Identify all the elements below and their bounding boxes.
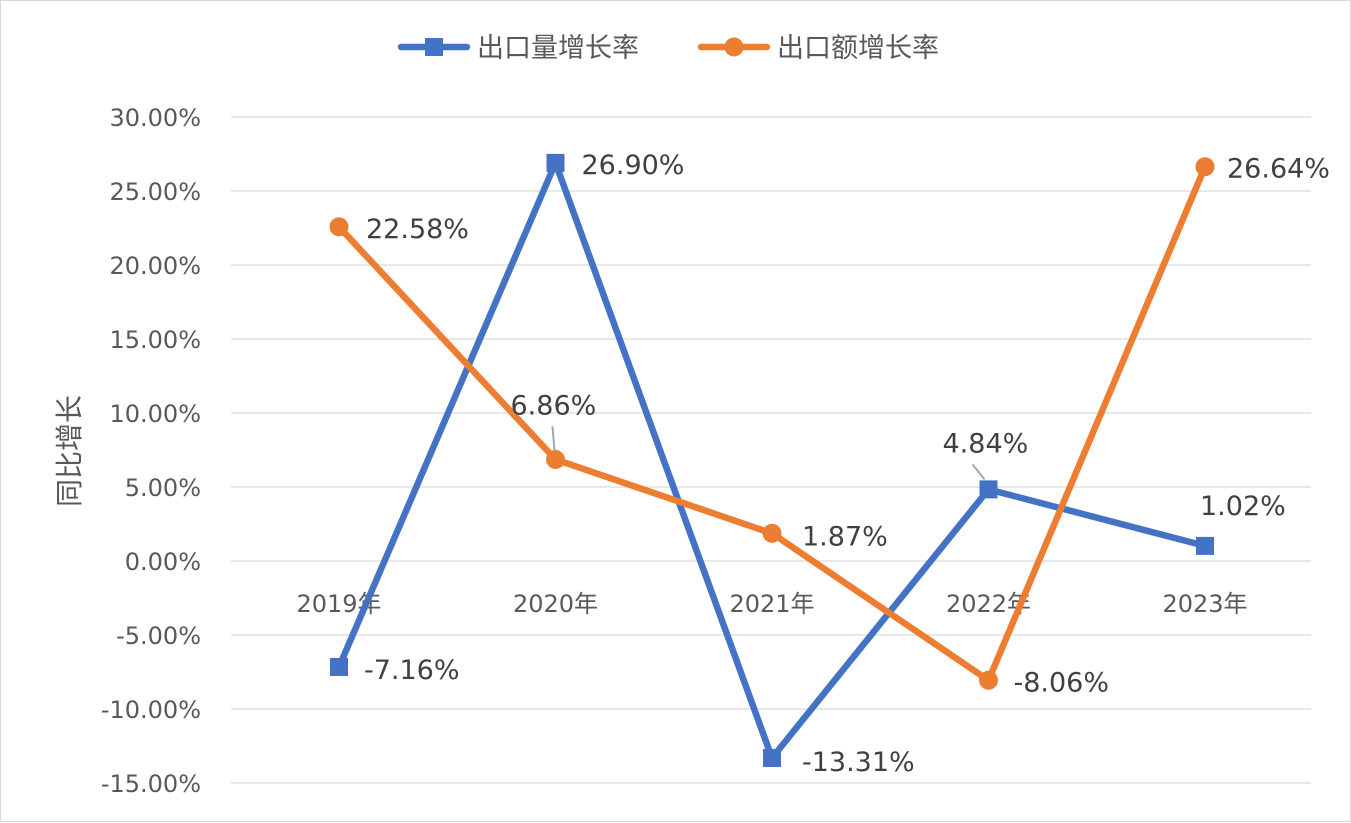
legend: 出口量增长率 出口额增长率	[397, 33, 939, 64]
data-point	[546, 449, 565, 469]
gridlines	[231, 116, 1311, 784]
data-point	[979, 480, 998, 499]
y-tick-label: 10.00%	[109, 400, 201, 428]
y-tick-label: 5.00%	[125, 474, 201, 502]
y-tick-label: 15.00%	[109, 326, 201, 354]
data-point	[979, 670, 998, 690]
y-tick-label: 30.00%	[109, 104, 201, 132]
x-tick-label: 2020年	[513, 590, 598, 618]
data-point	[1195, 157, 1215, 177]
y-tick-label: 25.00%	[109, 178, 201, 206]
y-tick-label: -15.00%	[101, 770, 201, 798]
data-point	[546, 153, 565, 172]
x-tick-label: 2021年	[729, 590, 814, 618]
data-label: -8.06%	[1014, 667, 1110, 698]
legend-label: 出口额增长率	[777, 33, 939, 64]
data-label: 22.58%	[366, 214, 469, 245]
data-label: 6.86%	[511, 390, 597, 421]
legend-marker	[724, 37, 744, 57]
data-labels: -7.16% 26.90% -13.31% 4.84% 1.02% 22.58% 6.86%…	[364, 150, 1330, 778]
data-point	[762, 523, 782, 543]
y-axis-title: 同比增长	[53, 395, 86, 507]
data-label: 1.87%	[802, 521, 888, 552]
data-label: 26.64%	[1227, 154, 1330, 185]
data-label: 26.90%	[582, 150, 685, 181]
y-axis-ticks: 30.00% 25.00% 20.00% 15.00% 10.00% 5.00% 0.00%…	[101, 104, 201, 798]
y-tick-label: 0.00%	[125, 548, 201, 576]
x-tick-label: 2023年	[1162, 590, 1247, 618]
label-leader-line	[971, 463, 986, 480]
legend-label: 出口量增长率	[477, 33, 639, 64]
data-label: -7.16%	[364, 655, 460, 686]
data-label: 1.02%	[1200, 491, 1286, 522]
x-axis-ticks: 2019年 2020年 2021年 2022年 2023年	[296, 590, 1247, 618]
series-lines	[329, 153, 1215, 767]
y-tick-label: -5.00%	[116, 622, 201, 650]
data-label: -13.31%	[802, 747, 915, 778]
data-point	[763, 748, 781, 767]
data-point	[330, 657, 348, 676]
data-label: 4.84%	[943, 428, 1029, 459]
y-tick-label: 20.00%	[109, 252, 201, 280]
y-tick-label: -10.00%	[101, 696, 201, 724]
legend-marker	[425, 38, 443, 56]
data-point	[329, 217, 349, 237]
data-point	[1196, 536, 1214, 555]
label-leader-line	[551, 426, 556, 451]
